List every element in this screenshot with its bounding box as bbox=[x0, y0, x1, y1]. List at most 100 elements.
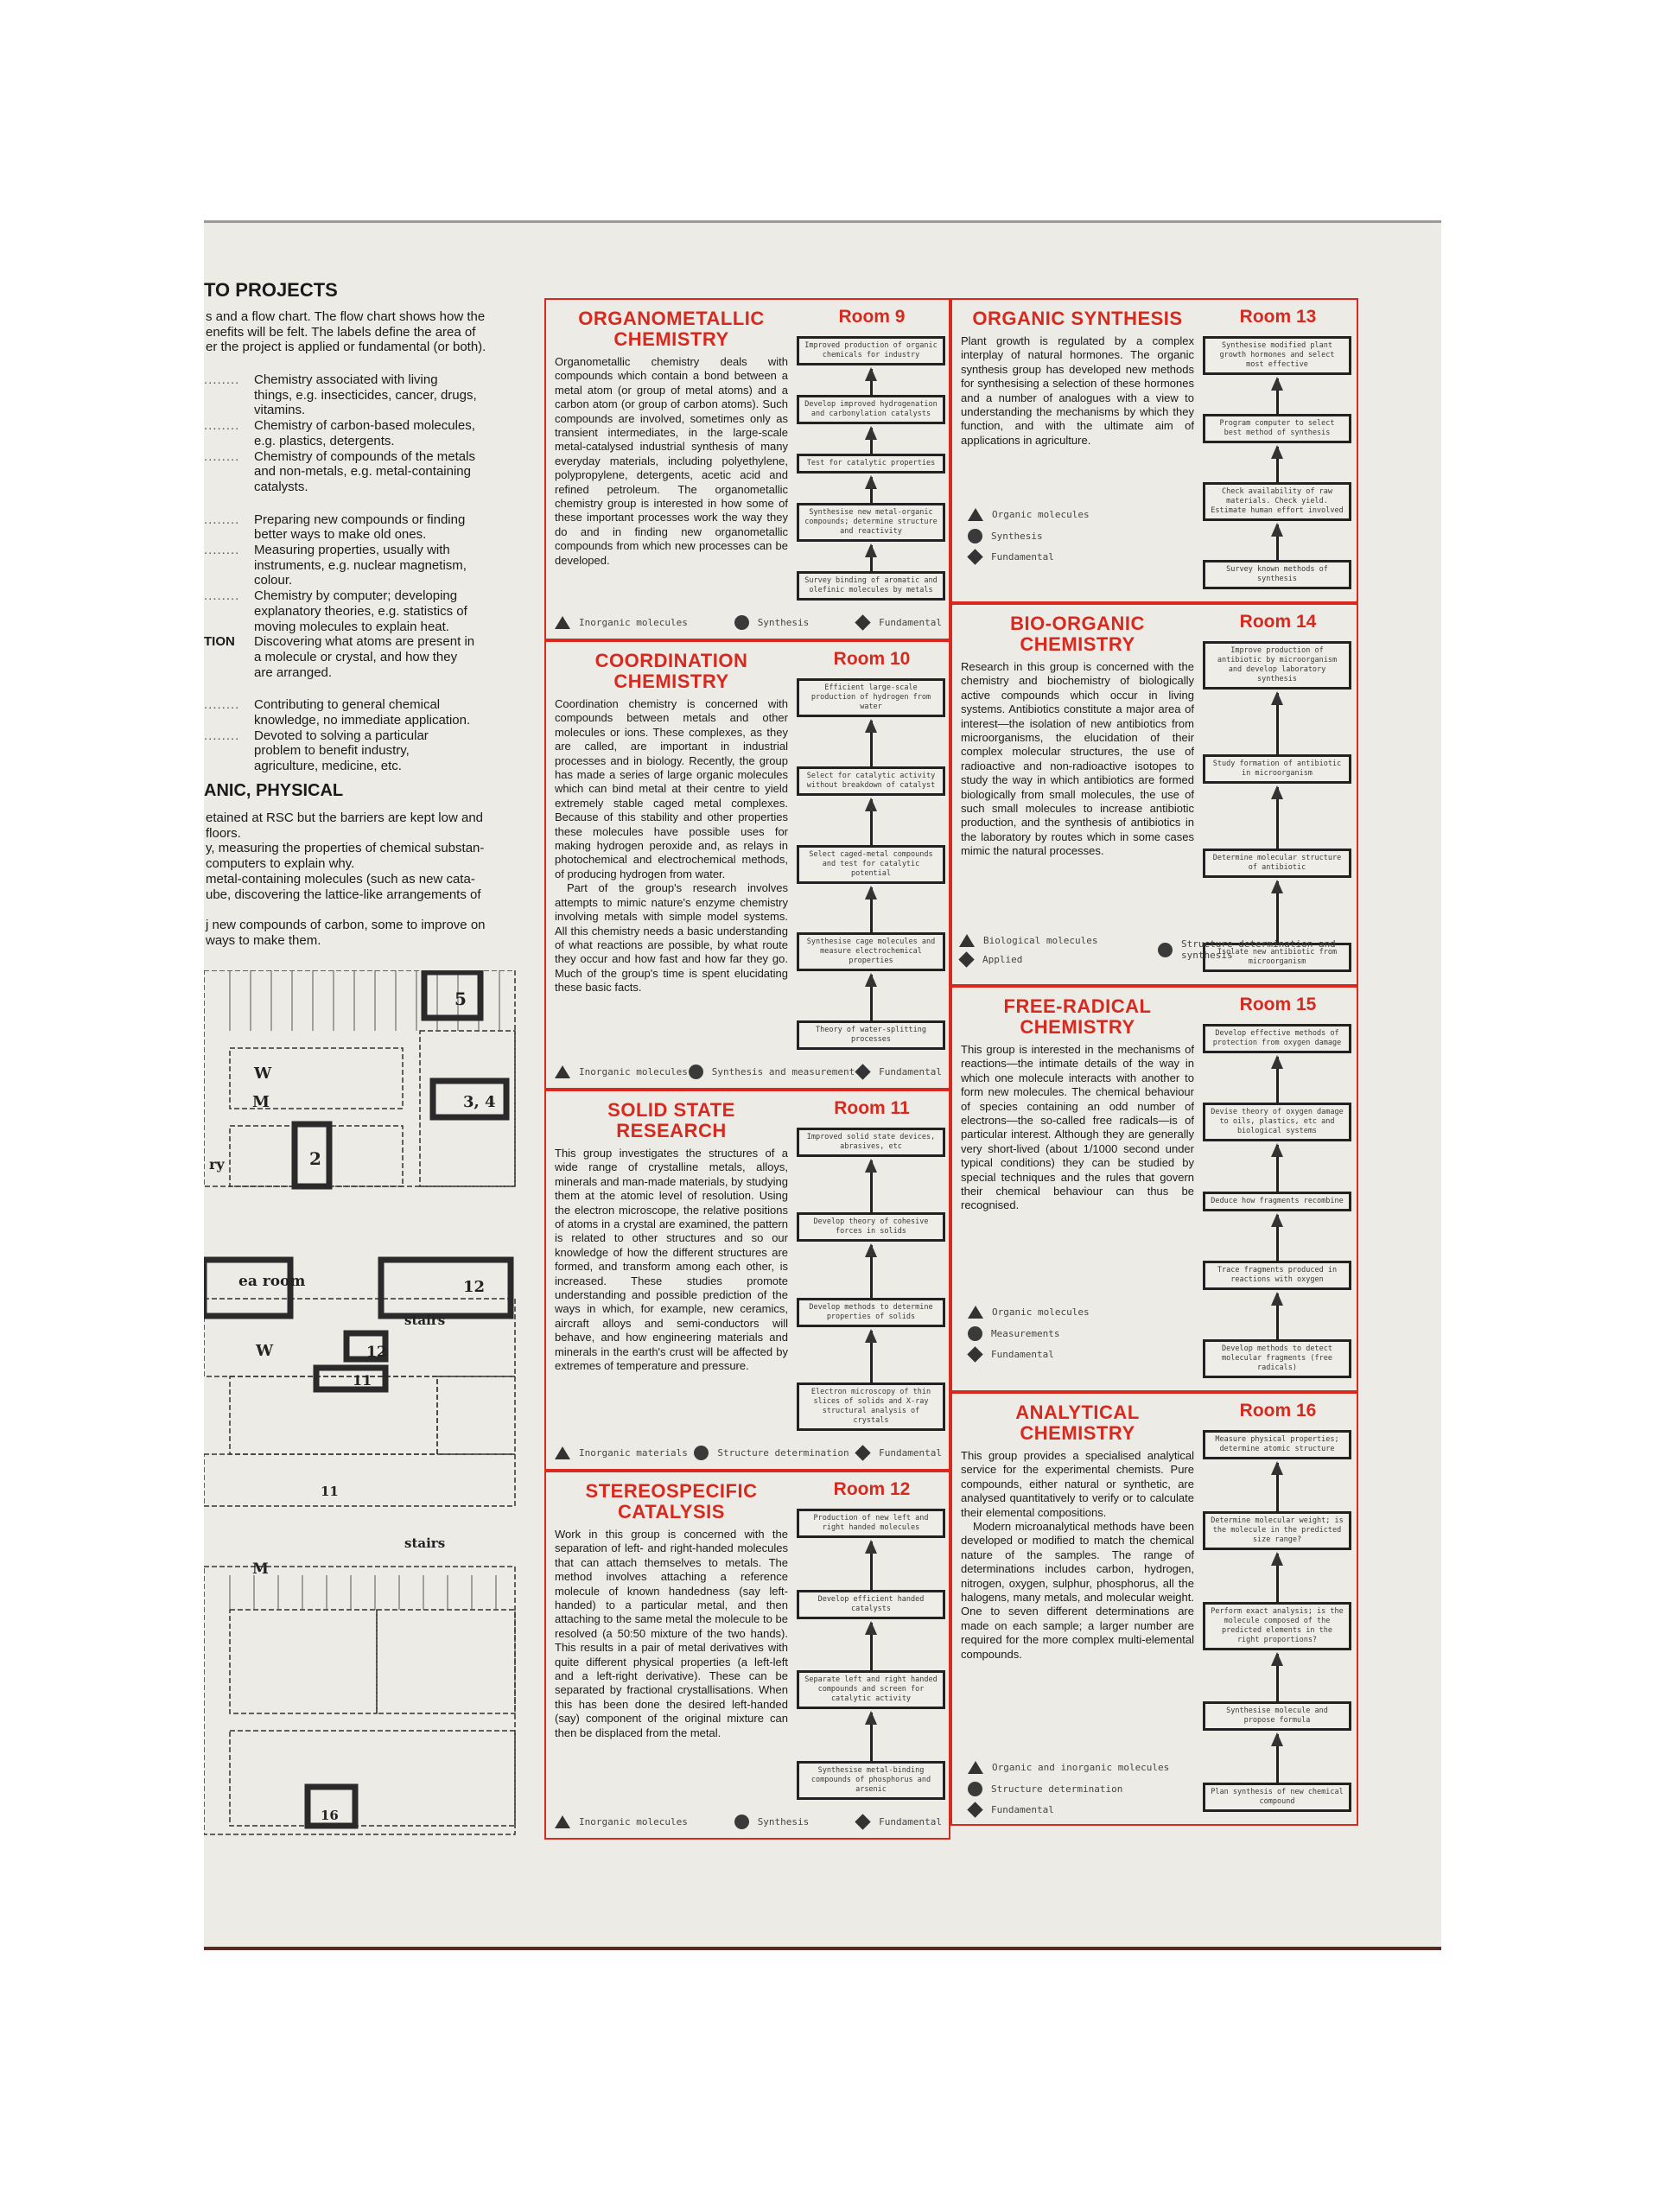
legend-label: Synthesis and measurement bbox=[711, 1066, 855, 1077]
panel-text-column: ORGANOMETALLIC CHEMISTRY Organometallic ch… bbox=[555, 305, 788, 568]
panel-text-column: ORGANIC SYNTHESIS Plant growth is regulat… bbox=[961, 305, 1194, 448]
legend-label: Structure determination bbox=[991, 1783, 1123, 1795]
panel-title-line: ORGANIC SYNTHESIS bbox=[972, 308, 1183, 329]
research-panel: ANALYTICAL CHEMISTRY This group provides a… bbox=[950, 1392, 1358, 1826]
arrow-shaft bbox=[869, 1245, 873, 1298]
definition-text: Chemistry associated with living things, … bbox=[254, 372, 532, 418]
intro-line: enefits will be felt. The labels define … bbox=[206, 324, 476, 340]
legend-label: Fundamental bbox=[879, 1816, 942, 1827]
floor-plan-label: 3, 4 bbox=[463, 1093, 496, 1111]
arrow-head bbox=[1271, 445, 1283, 459]
leader-dots: ........ bbox=[204, 448, 240, 464]
flow-arrow-up-icon bbox=[1203, 1459, 1351, 1511]
leader-dots: ........ bbox=[204, 543, 240, 557]
definition-line: agriculture, medicine, etc. bbox=[254, 759, 402, 774]
legend-item: Fundamental bbox=[967, 549, 1192, 565]
flow-step-box: Test for catalytic properties bbox=[797, 454, 945, 474]
flow-chart: Develop effective methods of protection … bbox=[1203, 1024, 1351, 1378]
arrow-head bbox=[865, 1159, 877, 1173]
arrow-head bbox=[865, 719, 877, 733]
plan-wall bbox=[419, 1030, 516, 1187]
diamond-icon bbox=[958, 951, 975, 968]
arrow-head bbox=[1271, 377, 1283, 391]
legend-item: Organic and inorganic molecules bbox=[968, 1761, 1192, 1774]
panel-body: Research in this group is concerned with… bbox=[961, 660, 1194, 859]
definition-term: TION bbox=[204, 634, 235, 650]
panel-legend: Organic molecules Measurements Fundamental bbox=[967, 1306, 1192, 1363]
legend-label: Synthesis bbox=[991, 531, 1043, 542]
plan-wall bbox=[229, 1047, 404, 1109]
circle-icon bbox=[1158, 942, 1173, 957]
legend-label: Biological molecules bbox=[983, 935, 1098, 946]
plan-wall bbox=[436, 1376, 516, 1455]
arrow-head bbox=[865, 475, 877, 489]
legend-item: Synthesis bbox=[968, 529, 1192, 543]
research-panel: SOLID STATE RESEARCH This group investigat… bbox=[544, 1090, 950, 1471]
research-panel: BIO-ORGANIC CHEMISTRY Research in this gro… bbox=[950, 603, 1358, 986]
legend-label: Organic molecules bbox=[992, 1306, 1090, 1318]
floor-plan-label: 12 bbox=[366, 1344, 387, 1361]
triangle-icon bbox=[555, 1446, 570, 1459]
flow-step-box: Devise theory of oxygen damage to oils, … bbox=[1203, 1103, 1351, 1142]
panel-title: ORGANOMETALLIC CHEMISTRY bbox=[555, 308, 788, 350]
flow-arrow-up-icon bbox=[797, 1327, 945, 1382]
triangle-icon bbox=[959, 934, 975, 947]
arrow-shaft bbox=[869, 1622, 873, 1671]
arrow-head bbox=[865, 885, 877, 899]
flow-arrow-up-icon bbox=[1203, 1141, 1351, 1192]
arrow-head bbox=[865, 543, 877, 557]
plan-highlighted-room bbox=[378, 1256, 514, 1319]
paragraph-line: etained at RSC but the barriers are kept… bbox=[206, 810, 484, 825]
body-paragraph: Coordination chemistry is concerned with… bbox=[555, 697, 788, 880]
floor-plan-label: stairs bbox=[404, 1313, 445, 1328]
panel-title-line: RESEARCH bbox=[616, 1120, 727, 1141]
panel-title: BIO-ORGANIC CHEMISTRY bbox=[961, 613, 1194, 655]
flow-step-box: Develop methods to detect molecular frag… bbox=[1203, 1339, 1351, 1378]
panel-title-line: SOLID STATE bbox=[607, 1099, 735, 1121]
legend-item: Biological molecules bbox=[959, 934, 1149, 947]
legend-item: Synthesis and measurement bbox=[688, 1065, 855, 1079]
leader-dots: ........ bbox=[204, 697, 240, 713]
room-number: Room 13 bbox=[1239, 307, 1317, 327]
body-paragraph: Plant growth is regulated by a complex i… bbox=[961, 334, 1194, 447]
definition-line: Discovering what atoms are present in bbox=[254, 634, 475, 650]
research-panel: STEREOSPECIFIC CATALYSIS Work in this grou… bbox=[544, 1471, 950, 1840]
floor-plan-label: 11 bbox=[321, 1484, 339, 1499]
flow-arrow-up-icon bbox=[1203, 1053, 1351, 1103]
definition-line: Devoted to solving a particular bbox=[254, 728, 429, 743]
arrow-shaft bbox=[1275, 378, 1279, 414]
definition-item: ........ Chemistry by computer; developin… bbox=[204, 588, 532, 634]
panel-legend: Organic and inorganic molecules Structure… bbox=[967, 1761, 1192, 1818]
body-paragraph: Research in this group is concerned with… bbox=[961, 660, 1194, 858]
floor-plan-label: ea room bbox=[238, 1273, 305, 1290]
room-number: Room 12 bbox=[833, 1479, 911, 1499]
flow-step-box: Improve production of antibiotic by micr… bbox=[1203, 641, 1351, 690]
plan-wall bbox=[229, 1730, 516, 1827]
room-number: Room 14 bbox=[1239, 612, 1317, 632]
panel-text-column: COORDINATION CHEMISTRY Coordination chemis… bbox=[555, 647, 788, 995]
flow-arrow-up-icon bbox=[797, 1619, 945, 1671]
definition-item: ........ Measuring properties, usually wi… bbox=[204, 543, 532, 588]
panel-title-line: CHEMISTRY bbox=[613, 671, 729, 692]
floor-plan-label: W bbox=[255, 1342, 274, 1360]
arrow-shaft bbox=[1275, 1145, 1279, 1192]
arrow-shaft bbox=[869, 975, 873, 1020]
flow-chart: Production of new left and right handed … bbox=[797, 1509, 945, 1801]
panel-legend: Organic molecules Synthesis Fundamental bbox=[967, 508, 1192, 565]
definition-line: Chemistry by computer; developing bbox=[254, 588, 458, 604]
arrow-shaft bbox=[869, 1541, 873, 1590]
plan-wall bbox=[376, 1609, 516, 1714]
definition-text: Measuring properties, usually with instru… bbox=[254, 543, 532, 588]
flow-arrow-up-icon bbox=[797, 971, 945, 1020]
circle-icon bbox=[968, 1782, 982, 1796]
panel-title-line: CHEMISTRY bbox=[613, 328, 729, 350]
panel-text-column: ANALYTICAL CHEMISTRY This group provides a… bbox=[961, 1399, 1194, 1662]
flow-step-box: Plan synthesis of new chemical compound bbox=[1203, 1783, 1351, 1812]
plan-highlighted-room bbox=[421, 970, 484, 1021]
paragraph-line: computers to explain why. bbox=[206, 856, 355, 872]
flow-arrow-up-icon bbox=[797, 717, 945, 766]
panel-title-line: STEREOSPECIFIC bbox=[585, 1480, 758, 1502]
arrow-head bbox=[865, 1243, 877, 1258]
flow-step-box: Develop theory of cohesive forces in sol… bbox=[797, 1212, 945, 1243]
floor-plan-label: 2 bbox=[309, 1148, 321, 1169]
